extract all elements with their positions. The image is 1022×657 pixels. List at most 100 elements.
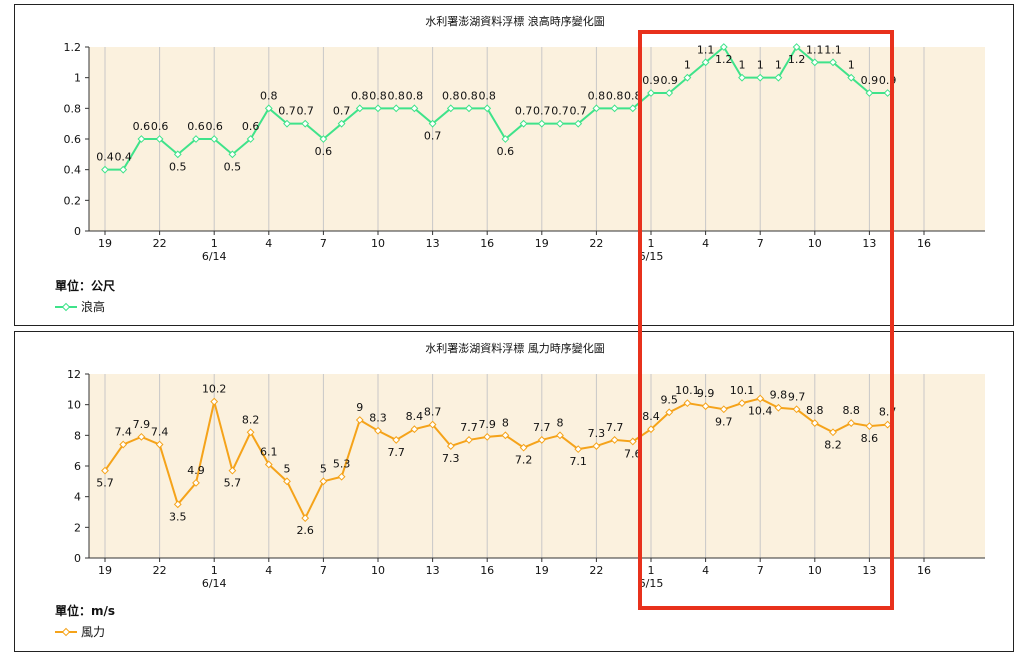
wave-height-y-tick-label: 0.8 [64,102,82,115]
wave-height-x-tick-label: 4 [265,237,272,250]
wind-speed-data-point [865,422,874,431]
wave-height-data-point [101,165,109,174]
wave-height-data-label: 0.8 [624,89,642,102]
wave-height-data-label: 0.6 [205,120,223,133]
wind-speed-x-tick-label: 1 [648,564,655,577]
wave-height-data-label: 1.1 [824,43,842,56]
wave-height-unit-label: 單位：公尺 [55,279,116,293]
wind-speed-data-point [628,437,637,446]
wind-speed-data-label: 5.7 [96,477,114,490]
wave-height-data-label: 0.8 [606,89,624,102]
wind-speed-data-label: 9.5 [660,393,678,406]
wave-height-x-tick-label: 19 [535,237,549,250]
wave-height-data-point [501,135,510,143]
wave-height-data-label: 0.7 [424,130,442,143]
wave-height-data-label: 0.7 [278,105,296,118]
wind-speed-data-point [592,442,601,450]
wave-height-data-point [173,150,182,159]
wind-speed-data-point [847,419,856,427]
wind-speed-data-point [101,466,109,475]
wind-speed-data-point [210,397,219,406]
wind-speed-data-point [483,432,492,441]
wind-speed-data-point [665,408,674,417]
wave-height-chart-panel: 水利署澎湖資料浮標 浪高時序變化圖 19 22 1 4 7 10 13 16 19 22 1 4 7 10… [14,4,1014,326]
wind-speed-data-point [719,405,728,414]
wind-speed-data-point [647,425,655,434]
wind-speed-data-point [137,432,146,441]
wave-height-data-point [592,104,601,113]
wind-speed-data-label: 5 [284,462,291,475]
wind-speed-data-label: 2.6 [296,524,314,537]
wave-height-x-tick-label: 7 [757,237,764,250]
wind-speed-data-point [301,514,310,523]
wave-height-data-point [192,135,200,143]
wave-height-data-label: 0.8 [442,89,460,102]
wave-height-data-label: 0.7 [296,105,314,118]
wind-speed-data-point [283,477,291,486]
wave-height-data-point [155,135,164,143]
wave-height-data-label: 0.9 [660,74,678,87]
wind-speed-data-label: 8.3 [369,412,387,425]
wave-height-data-label: 1.2 [715,53,733,66]
wind-speed-data-point [428,420,437,429]
wind-speed-data-label: 10.2 [202,383,227,396]
wave-height-data-point [519,119,528,128]
wave-height-data-point [374,104,382,113]
wave-height-data-label: 0.8 [478,89,496,102]
wave-height-x-tick-label: 22 [153,237,167,250]
wave-height-data-label: 0.6 [497,145,515,158]
wind-speed-x-tick-label: 13 [862,564,876,577]
wave-height-data-point [738,73,746,82]
wind-speed-x-tick-label: 1 [211,564,218,577]
wave-height-data-label: 1 [684,59,691,72]
wind-speed-data-label: 10.4 [748,405,773,418]
wind-speed-data-point [883,420,892,429]
wind-speed-chart: 水利署澎湖資料浮標 風力時序變化圖 19 22 1 4 7 10 13 16 19 22 1 4 7 10… [67,341,985,590]
wind-speed-chart-title: 水利署澎湖資料浮標 風力時序變化圖 [425,341,605,355]
wind-speed-x-tick-label: 19 [98,564,112,577]
wave-height-data-point [283,119,291,128]
wind-speed-data-label: 7.3 [588,427,606,440]
wind-speed-date-label: 6/14 [202,577,227,590]
wind-speed-series-name: 風力 [81,625,106,639]
wind-speed-data-point [701,402,710,411]
wave-height-data-point [137,135,146,143]
wind-speed-data-label: 7.4 [114,426,132,439]
wave-height-data-label: 0.7 [533,105,551,118]
wave-height-data-point [610,104,619,113]
wave-height-x-tick-label: 22 [589,237,603,250]
wind-speed-data-label: 7.3 [442,452,460,465]
wind-speed-data-point [683,399,692,408]
wave-height-data-label: 1 [757,59,764,72]
wind-speed-data-point [519,443,528,452]
wind-speed-data-label: 8 [557,416,564,429]
wind-speed-data-point [228,466,237,475]
wave-height-data-label: 0.8 [369,89,387,102]
wave-height-series-name: 浪高 [81,300,106,314]
wave-height-data-label: 0.5 [169,160,187,173]
wind-speed-data-label: 9.9 [697,387,715,400]
wave-height-data-point [556,119,564,128]
wave-height-data-label: 0.7 [515,105,533,118]
wind-speed-data-label: 7.2 [515,454,533,467]
wind-speed-data-label: 7.7 [606,421,624,434]
wind-speed-y-tick-label: 2 [74,521,81,534]
wave-height-chart-title: 水利署澎湖資料浮標 浪高時序變化圖 [425,14,605,28]
wind-speed-y-tick-label: 6 [74,460,81,473]
wave-height-x-tick-label: 10 [808,237,822,250]
wind-speed-data-label: 8.6 [861,432,879,445]
wind-speed-data-label: 8.8 [842,404,860,417]
wave-height-data-point [719,43,728,51]
wave-height-data-label: 0.6 [133,120,151,133]
wave-height-data-point [574,119,583,128]
wave-height-data-label: 0.8 [588,89,606,102]
wave-height-data-point [355,104,364,113]
wind-speed-data-label: 7.1 [569,455,587,468]
wind-speed-y-tick-label: 4 [74,491,81,504]
wave-height-data-point [810,58,819,67]
wind-speed-data-point [574,445,583,454]
wind-speed-data-point [410,425,419,434]
wave-height-x-tick-label: 4 [702,237,709,250]
wave-height-data-point [537,119,546,128]
wind-speed-plot-area [89,374,985,558]
